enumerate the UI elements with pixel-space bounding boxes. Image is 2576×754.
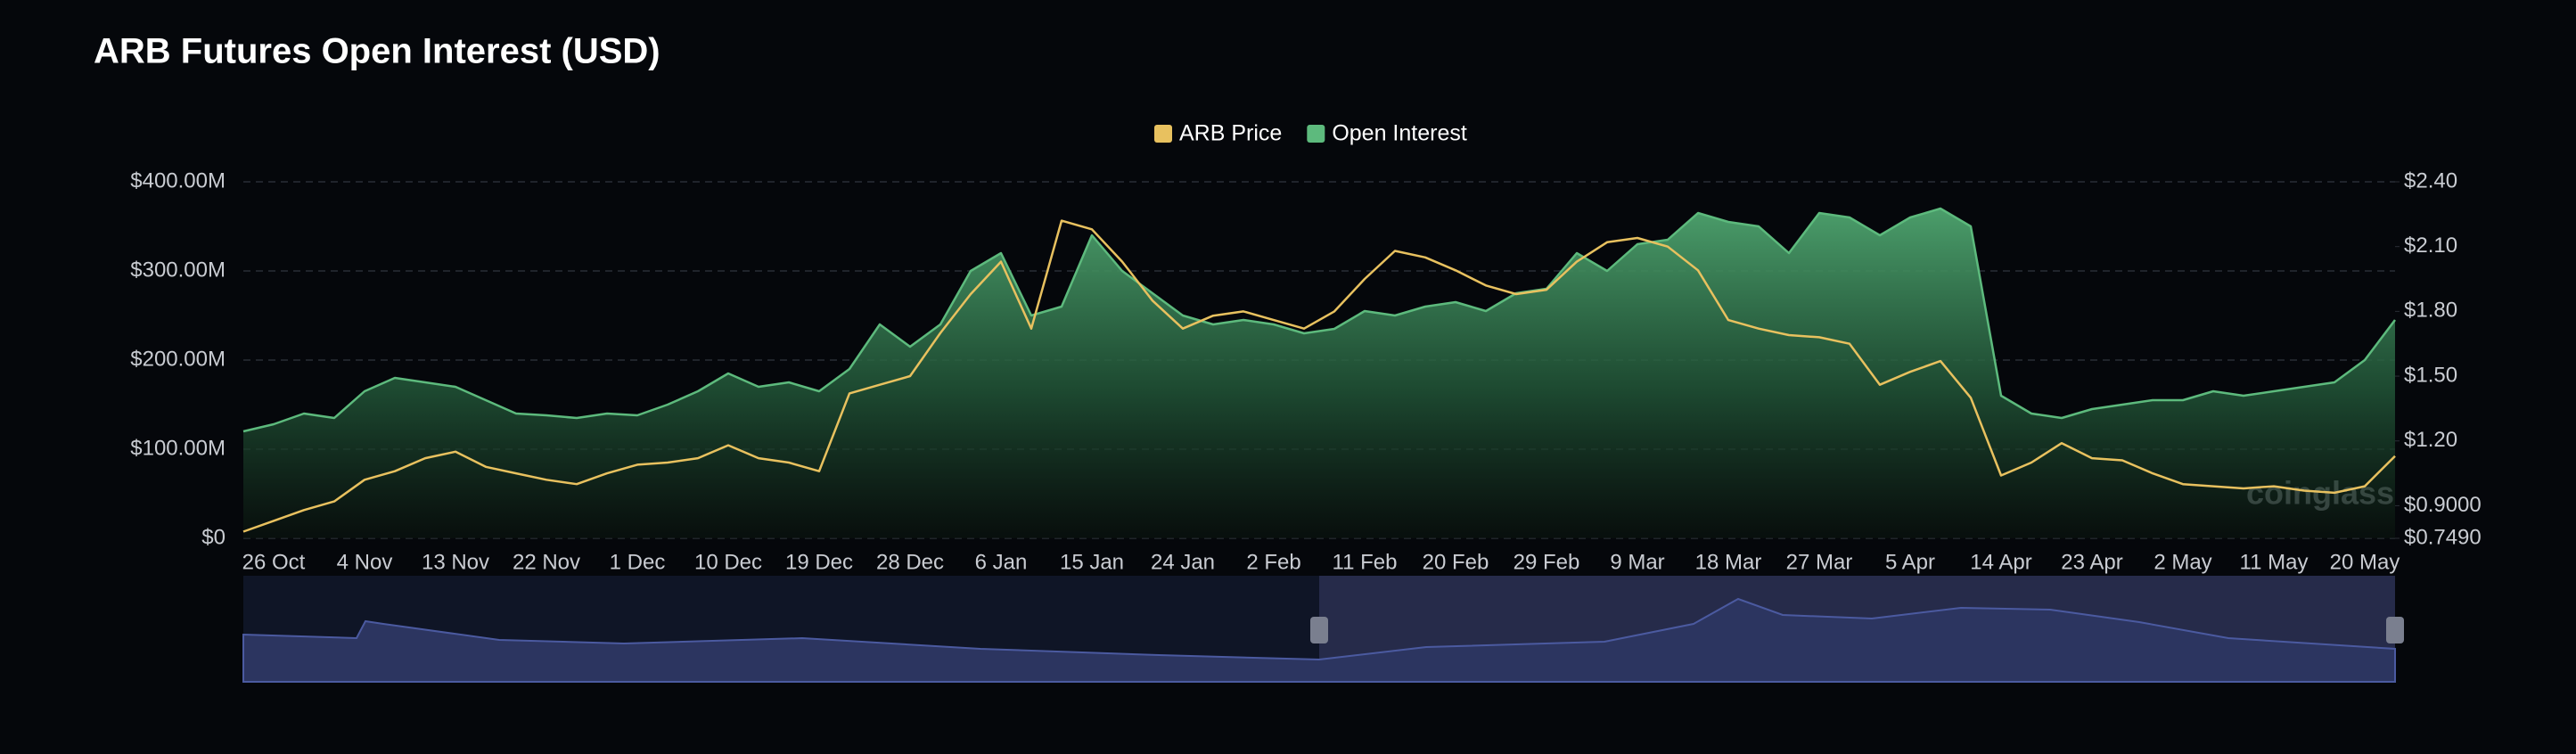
chart-title: ARB Futures Open Interest (USD)	[94, 32, 660, 71]
x-tick-label: 23 Apr	[2061, 550, 2122, 574]
x-tick-label: 2 Feb	[1246, 550, 1300, 574]
y2-tick-label: $1.20	[2404, 428, 2457, 452]
navigator-handle[interactable]	[2386, 617, 2404, 643]
x-tick-label: 1 Dec	[610, 550, 666, 574]
x-tick-label: 18 Mar	[1695, 550, 1762, 574]
price-line	[242, 219, 2396, 533]
navigator-handle[interactable]	[1310, 617, 1328, 643]
x-tick-label: 20 May	[2330, 550, 2400, 574]
x-tick-label: 27 Mar	[1786, 550, 1853, 574]
y2-tick-label: $1.50	[2404, 363, 2457, 387]
y-tick-label: $300.00M	[130, 258, 226, 282]
x-tick-label: 26 Oct	[242, 550, 306, 574]
x-tick-label: 2 May	[2154, 550, 2211, 574]
y2-tick-label: $0.7490	[2404, 525, 2482, 549]
legend-swatch	[1154, 125, 1172, 143]
legend-label: Open Interest	[1332, 121, 1467, 146]
x-tick-label: 22 Nov	[513, 550, 580, 574]
x-tick-label: 10 Dec	[694, 550, 762, 574]
x-tick-label: 5 Apr	[1885, 550, 1935, 574]
navigator-series	[242, 597, 2396, 683]
x-tick-label: 20 Feb	[1423, 550, 1489, 574]
x-tick-label: 11 Feb	[1333, 550, 1398, 574]
x-tick-label: 15 Jan	[1060, 550, 1124, 574]
y-tick-label: $400.00M	[130, 168, 226, 193]
oi-area	[243, 209, 2395, 538]
y2-tick-label: $2.40	[2404, 168, 2457, 193]
x-tick-label: 6 Jan	[975, 550, 1028, 574]
x-tick-label: 28 Dec	[876, 550, 944, 574]
x-tick-label: 14 Apr	[1970, 550, 2031, 574]
y2-tick-label: $0.9000	[2404, 493, 2482, 517]
y-tick-label: $100.00M	[130, 436, 226, 460]
x-tick-label: 4 Nov	[337, 550, 393, 574]
oi-line	[242, 207, 2396, 433]
x-tick-label: 9 Mar	[1610, 550, 1664, 574]
y2-tick-label: $1.80	[2404, 299, 2457, 323]
x-tick-label: 24 Jan	[1151, 550, 1215, 574]
y-tick-label: $200.00M	[130, 347, 226, 371]
x-tick-label: 11 May	[2240, 550, 2309, 574]
x-tick-label: 13 Nov	[422, 550, 489, 574]
x-tick-label: 29 Feb	[1514, 550, 1580, 574]
legend-label: ARB Price	[1179, 121, 1282, 146]
x-tick-label: 19 Dec	[785, 550, 853, 574]
y-tick-label: $0	[201, 525, 226, 549]
legend-swatch	[1307, 125, 1325, 143]
y2-tick-label: $2.10	[2404, 234, 2457, 258]
